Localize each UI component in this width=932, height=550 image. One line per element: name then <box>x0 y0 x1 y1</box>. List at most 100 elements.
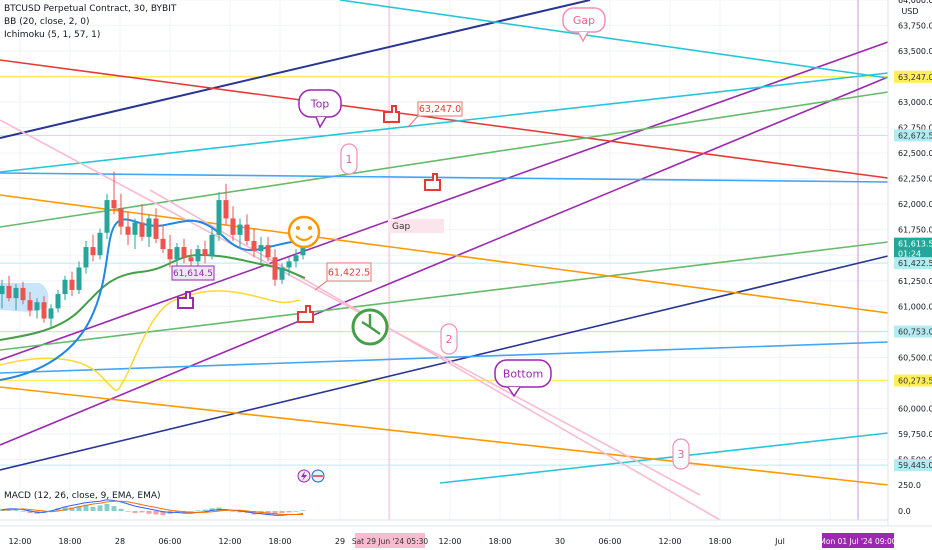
price-tick: 61,000.0 <box>898 302 932 311</box>
candle-body <box>6 285 12 299</box>
trend-line <box>439 432 889 484</box>
candle-body <box>104 200 110 233</box>
macd-hist-bar <box>153 511 159 515</box>
macd-tick: 0.0 <box>898 507 911 516</box>
macd-hist-bar <box>83 504 89 511</box>
time-tick: 12:00 <box>438 537 461 546</box>
candle-body <box>265 245 271 258</box>
smiley-eye <box>296 226 300 230</box>
candle-body <box>279 267 285 280</box>
top-callout: Top <box>310 98 330 111</box>
wave-label-3-box <box>672 438 690 470</box>
price-label: 63,247.0 <box>898 73 932 82</box>
trend-line <box>339 0 889 79</box>
trend-line <box>0 72 889 173</box>
candle-body <box>174 247 180 260</box>
candle-body <box>83 247 89 268</box>
price-tick: 62,750.0 <box>898 124 932 133</box>
candle-body <box>0 285 5 295</box>
macd-hist-bar <box>20 511 26 512</box>
candle-body <box>90 247 96 256</box>
wave-label-1: 1 <box>346 153 353 166</box>
candle-body <box>300 243 306 256</box>
trend-line <box>149 189 721 521</box>
time-axis-bg <box>0 526 932 550</box>
legend-ichimoku[interactable]: Ichimoku (5, 1, 57, 1) <box>4 30 101 40</box>
legend-bb[interactable]: BB (20, close, 2, 0) <box>4 17 90 27</box>
bottom-callout: Bottom <box>503 368 543 381</box>
time-tick: Jul <box>774 537 785 546</box>
candle-body <box>293 255 299 262</box>
hand-up-icon <box>177 291 194 309</box>
bb-basis <box>0 253 306 341</box>
macd-hist-bar <box>62 506 68 511</box>
macd-hist-bar <box>55 508 61 511</box>
gap-callout-tail <box>577 31 589 43</box>
legend-symbol[interactable]: BTCUSD Perpetual Contract, 30, BYBIT <box>4 4 177 14</box>
candle-body <box>251 240 257 252</box>
macd-hist-bar <box>209 508 215 511</box>
candle-body <box>244 224 250 241</box>
time-tick: 18:00 <box>268 537 291 546</box>
bottom-callout-tail <box>507 386 521 398</box>
macd-tick: 250.0 <box>898 481 921 490</box>
price-countdown: 01:24 <box>898 250 921 259</box>
candle-body <box>209 234 215 256</box>
price-label: 61,422.5 <box>898 259 932 268</box>
hand-left-icon <box>297 305 314 323</box>
candle-body <box>167 249 173 260</box>
candle-body <box>20 287 26 301</box>
indicator-lines <box>0 218 306 392</box>
price-callout-63247: 63,247.0 <box>419 104 461 115</box>
time-tick: 12:00 <box>218 537 241 546</box>
trend-line <box>0 241 889 351</box>
smiley-mouth <box>295 235 313 241</box>
candle-body <box>237 224 243 235</box>
trend-line <box>0 194 889 314</box>
candle-body <box>34 302 40 311</box>
candle-body <box>97 232 103 256</box>
price-tick: 62,250.0 <box>898 175 932 184</box>
wave-label-1-box <box>340 143 358 175</box>
wave-label-2: 2 <box>446 333 453 346</box>
trend-line <box>0 386 889 486</box>
macd-line <box>1 499 304 516</box>
macd-hist-bar <box>90 506 96 511</box>
macd-hist-bar <box>146 511 152 514</box>
price-tick: 61,250.0 <box>898 277 932 286</box>
macd-hist-bar <box>202 509 208 511</box>
time-highlight: Sat 29 Jun '24 05:30 <box>352 537 429 546</box>
trend-line <box>0 255 889 471</box>
candle-body <box>139 222 145 237</box>
wave-label-2-box <box>440 323 458 355</box>
price-tick: 62,000.0 <box>898 200 932 209</box>
price-label: 60,753.0 <box>898 328 932 337</box>
price-label-box <box>894 257 932 270</box>
candle-body <box>258 245 264 252</box>
bb-upper <box>0 218 306 381</box>
legend-macd[interactable]: MACD (12, 26, close, 9, EMA, EMA) <box>4 491 161 501</box>
time-tick: 18:00 <box>58 537 81 546</box>
candle-body <box>202 249 208 256</box>
trend-line <box>0 91 889 228</box>
time-tick: 30 <box>555 537 565 546</box>
candle-body <box>125 226 131 235</box>
time-tick: 12:00 <box>658 537 681 546</box>
candle-body <box>111 200 117 209</box>
macd-pane <box>0 499 888 521</box>
top-callout-tail <box>315 116 327 129</box>
trend-line <box>0 119 701 496</box>
price-tick: 59,750.0 <box>898 430 932 439</box>
macd-hist-bar <box>300 510 306 511</box>
lightning-glyph <box>301 471 307 481</box>
candle-body <box>153 218 159 239</box>
price-tick: 61,750.0 <box>898 226 932 235</box>
candle-body <box>13 287 19 299</box>
candle-body <box>272 257 278 280</box>
macd-hist-bar <box>174 511 180 513</box>
price-tick: 63,000.0 <box>898 98 932 107</box>
candle-body <box>132 222 138 235</box>
macd-hist-bar <box>69 507 75 511</box>
price-label-box <box>894 459 932 472</box>
